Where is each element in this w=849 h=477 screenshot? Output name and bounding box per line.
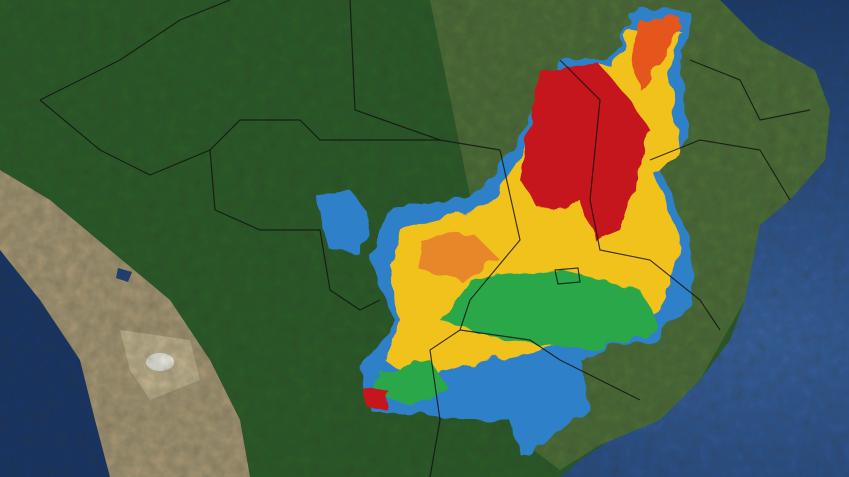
federal-district bbox=[554, 267, 581, 285]
borders bbox=[39, 0, 811, 477]
choropleth bbox=[315, 8, 690, 455]
region-blue-west bbox=[315, 190, 370, 255]
border bbox=[559, 59, 721, 331]
border bbox=[689, 59, 811, 121]
border bbox=[39, 99, 501, 176]
region-green-south bbox=[375, 360, 450, 405]
border bbox=[459, 329, 641, 401]
border bbox=[39, 0, 231, 101]
border bbox=[349, 0, 441, 141]
region-orange-west bbox=[420, 230, 500, 280]
border bbox=[649, 139, 791, 201]
region-orange bbox=[630, 18, 680, 90]
region-red-south bbox=[365, 390, 390, 408]
region-red bbox=[520, 65, 650, 240]
region-green bbox=[440, 270, 660, 350]
border bbox=[209, 149, 381, 311]
